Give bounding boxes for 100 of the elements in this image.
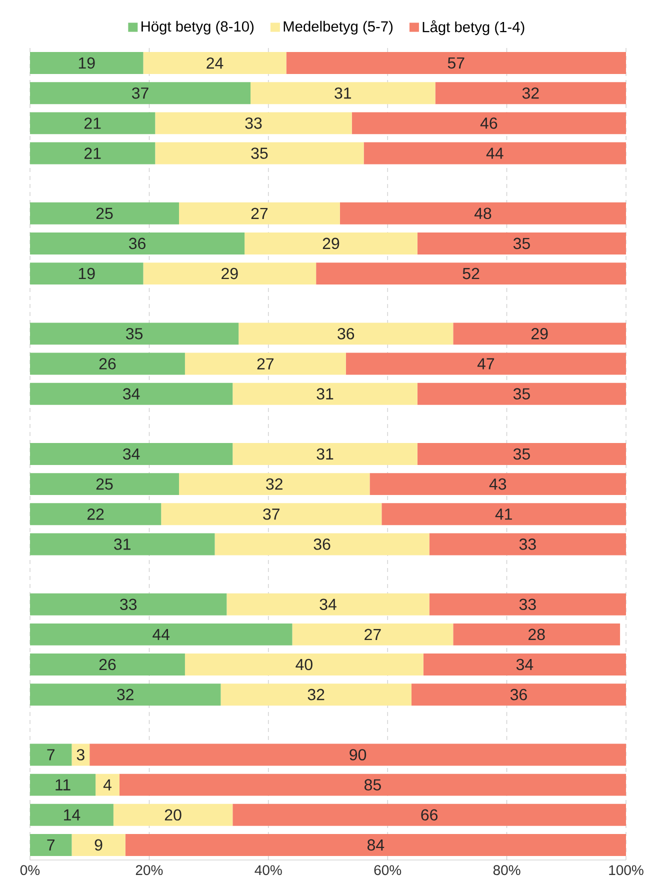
data-label: 7 [47,839,55,850]
data-label: 7 [47,749,55,760]
data-label: 32 [117,688,134,700]
bar [155,112,352,134]
data-label: 32 [522,87,539,99]
data-label: 32 [308,688,324,700]
bar [30,654,185,676]
bar [119,774,626,796]
bar [96,774,120,796]
bar [30,82,251,104]
x-tick-label: 40% [254,865,282,876]
bar [30,352,185,375]
bar [417,382,626,405]
bar [316,262,626,285]
legend-label: Lågt betyg (1-4) [422,20,524,36]
bar [382,503,626,526]
bar [453,623,620,646]
bar [364,142,626,164]
bar [232,382,418,405]
data-label: 36 [314,538,330,550]
data-label: 9 [94,839,102,851]
data-label: 84 [367,839,384,851]
bar [30,503,162,526]
bar [90,744,626,766]
bar [179,202,340,224]
x-tick-label: 0% [20,865,40,876]
data-label: 36 [338,328,354,340]
data-label: 27 [251,208,268,219]
bar [30,834,72,856]
data-label: 31 [316,448,334,460]
data-label: 28 [528,628,545,640]
bar [226,593,430,616]
bar [30,533,215,556]
bar [30,52,144,74]
x-tick-label: 20% [136,865,163,876]
data-label: 24 [206,57,224,69]
bar [30,232,245,254]
data-label: 90 [350,749,366,760]
data-label: 35 [126,328,143,340]
data-label: 29 [531,328,548,340]
bar [30,804,114,826]
bar [292,623,454,646]
data-label: 27 [257,358,274,370]
bar [286,52,626,74]
data-label: 36 [128,238,146,250]
data-label: 22 [87,508,104,520]
bar [370,473,626,496]
bar [435,82,626,104]
x-tick-label: 100% [609,865,644,876]
data-label: 35 [513,448,530,460]
bar [352,112,626,134]
bar [30,262,144,285]
x-tick-label: 60% [374,865,402,876]
data-label: 35 [251,148,268,159]
bar [30,382,233,405]
bar [423,654,626,676]
bar [244,232,418,254]
bar [232,804,626,826]
data-label: 47 [477,358,494,370]
data-label: 48 [474,208,492,220]
data-label: 34 [123,388,140,400]
data-label: 33 [519,538,536,550]
data-label: 4 [103,779,112,790]
data-label: 31 [334,87,352,99]
bar [143,262,316,285]
bar [72,834,126,856]
data-label: 33 [519,598,536,610]
data-label: 44 [152,628,170,640]
data-label: 3 [76,749,84,760]
data-label: 19 [78,57,95,69]
bar [143,52,286,74]
data-label: 19 [78,268,95,280]
bar [417,232,626,254]
data-label: 32 [266,478,282,490]
data-label: 21 [84,148,101,159]
bar [30,623,292,646]
bar [340,202,626,224]
bar [30,112,156,134]
data-label: 26 [99,658,116,670]
bar [250,82,436,104]
data-label: 25 [96,208,113,220]
data-label: 44 [486,148,504,159]
bar [232,443,418,465]
data-label: 41 [495,508,512,520]
data-label: 25 [96,478,113,490]
data-label: 31 [316,388,334,400]
data-label: 21 [84,118,101,129]
bar [30,473,180,496]
data-label: 31 [114,538,130,550]
data-label: 34 [123,448,140,460]
data-label: 14 [64,809,80,820]
data-label: 52 [462,268,480,280]
data-label: 35 [513,388,530,400]
bar [125,834,626,856]
bar [30,774,96,796]
data-label: 40 [296,658,312,670]
bar [184,352,346,375]
bar [30,684,221,706]
data-label: 11 [56,779,70,790]
legend-label: Medelbetyg (5-7) [284,20,393,35]
